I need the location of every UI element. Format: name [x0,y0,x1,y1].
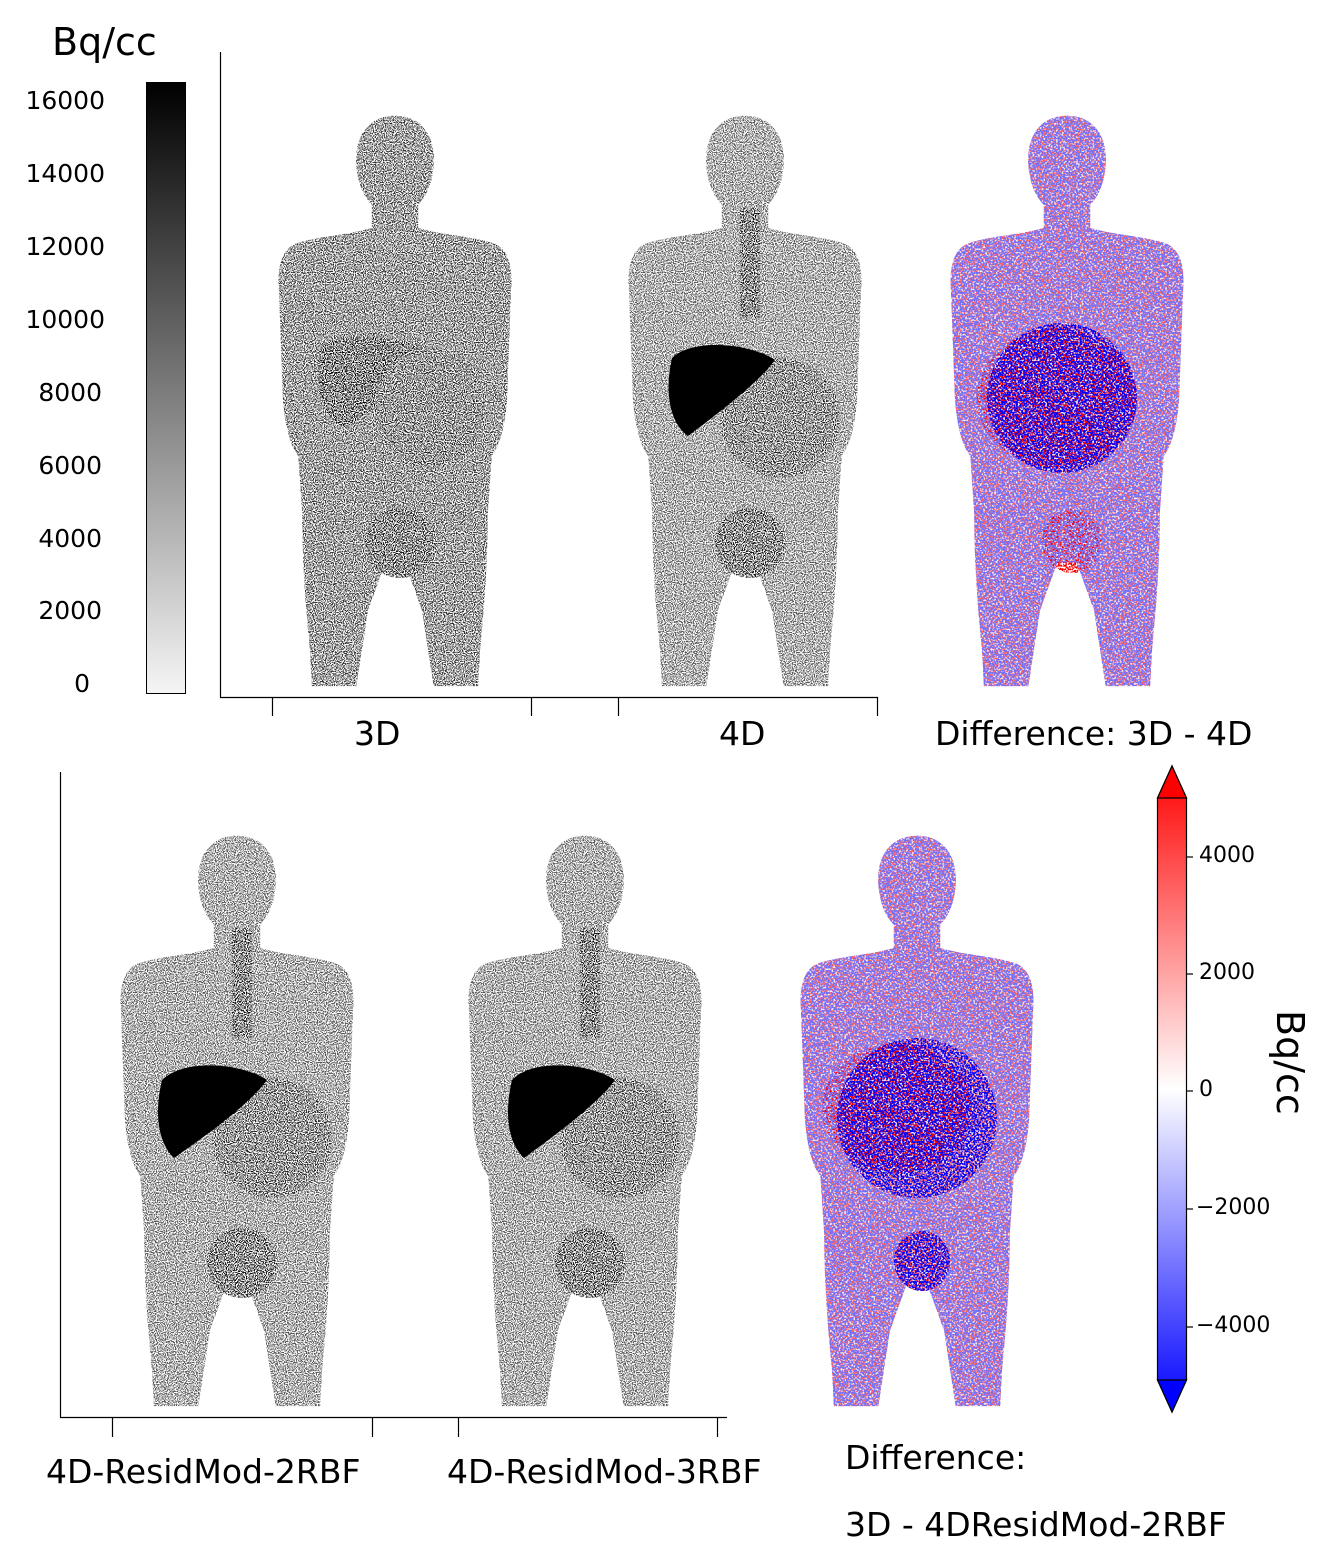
gray-colorbar [146,82,186,694]
gray-tick-2000: 2000 [38,596,102,625]
rb-tick-0: 0 [1199,1077,1213,1102]
gray-tick-12000: 12000 [25,232,105,261]
gray-tick-0: 0 [74,669,90,698]
label-4d: 4D [719,714,766,753]
rb-tick-neg2000: −2000 [1196,1195,1271,1220]
gray-tick-8000: 8000 [38,378,102,407]
image-4d [628,115,862,687]
label-4d-residmod-2rbf: 4D-ResidMod-2RBF [46,1452,361,1491]
diverging-colorbar [1156,764,1193,1414]
rb-tick-neg4000: −4000 [1196,1313,1271,1338]
bottom-axes [59,772,727,1437]
diverging-colorbar-unit-label: Bq/cc [1268,1010,1312,1115]
image-4d-residmod-2rbf [120,835,354,1407]
gray-colorbar-unit-label: Bq/cc [52,20,157,64]
image-difference-3d-4dresidmod-2rbf [800,835,1034,1407]
gray-tick-4000: 4000 [38,524,102,553]
gray-tick-6000: 6000 [38,451,102,480]
gray-tick-10000: 10000 [25,305,105,334]
top-axes [219,52,879,716]
gray-tick-14000: 14000 [25,159,105,188]
image-3d [278,115,512,687]
image-4d-residmod-3rbf [468,835,702,1407]
label-4d-residmod-3rbf: 4D-ResidMod-3RBF [447,1452,762,1491]
label-difference-line2: 3D - 4DResidMod-2RBF [845,1505,1227,1544]
rb-tick-4000: 4000 [1199,843,1255,868]
label-3d: 3D [354,714,401,753]
image-difference-3d-4d [950,115,1184,687]
rb-tick-2000: 2000 [1199,960,1255,985]
label-difference-line1: Difference: [845,1438,1027,1477]
gray-tick-16000: 16000 [25,86,105,115]
label-difference-3d-4d: Difference: 3D - 4D [935,714,1253,753]
